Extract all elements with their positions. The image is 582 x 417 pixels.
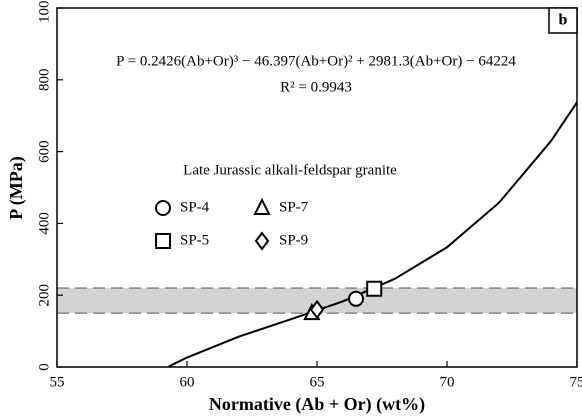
legend-label: SP-4 <box>180 199 210 215</box>
legend-marker <box>155 233 171 249</box>
legend-marker <box>253 197 271 215</box>
panel-box <box>548 7 578 34</box>
data-point <box>309 299 325 320</box>
x-tick-label: 65 <box>310 374 325 390</box>
legend-marker <box>254 231 270 251</box>
legend-marker <box>155 200 171 216</box>
equation: P = 0.2426(Ab+Or)³ − 46.397(Ab+Or)² + 29… <box>116 53 516 69</box>
y-tick-label: 200 <box>36 284 52 307</box>
legend-label: SP-5 <box>180 232 209 248</box>
panel-label: b <box>559 12 568 29</box>
legend-title: Late Jurassic alkali-feldspar granite <box>183 162 397 178</box>
fit-curve <box>168 101 578 368</box>
x-tick-label: 70 <box>440 374 455 390</box>
data-point <box>366 280 383 297</box>
legend-label: SP-7 <box>279 199 309 215</box>
y-tick-label: 600 <box>36 140 52 163</box>
r-squared: R² = 0.9943 <box>280 79 352 95</box>
y-tick-label: 0 <box>36 363 52 371</box>
x-tick-label: 60 <box>180 374 195 390</box>
y-tick-label: 400 <box>36 212 52 235</box>
x-axis-title: Normative (Ab + Or) (wt%) <box>209 394 425 415</box>
data-point <box>348 290 364 307</box>
y-axis-title: P (MPa) <box>6 156 27 219</box>
y-tick-label: 800 <box>36 69 52 92</box>
x-tick-label: 55 <box>50 374 65 390</box>
x-tick-label: 75 <box>570 374 582 390</box>
legend-label: SP-9 <box>279 232 308 248</box>
plot-frame <box>56 7 578 368</box>
y-tick-label: 1000 <box>36 0 52 23</box>
